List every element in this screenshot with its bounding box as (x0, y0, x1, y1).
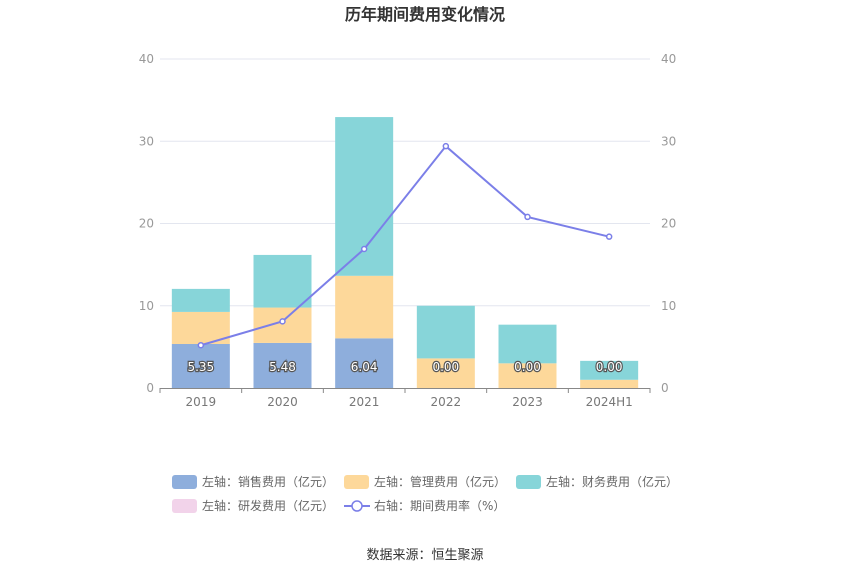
rate-line (200, 144, 610, 347)
x-tick-label: 2019 (186, 395, 217, 409)
bar-data-labels: 5.35 5.48 6.04 0.00 0.00 0.00 (186, 359, 623, 375)
bar-sales (171, 343, 230, 388)
bar-mgmt (335, 275, 394, 339)
legend-item-mgmt: 左轴：管理费用（亿元） (344, 474, 506, 489)
legend-swatch (516, 475, 541, 489)
legend-item-rate: 右轴：期间费用率（%） (344, 498, 505, 513)
bar-finance (416, 305, 475, 359)
left-axis-ticks: 0 10 20 30 40 (139, 52, 154, 395)
legend-swatch (172, 475, 197, 489)
bar-sales (335, 338, 394, 388)
legend-item-rd: 左轴：研发费用（亿元） (172, 498, 334, 513)
rate-point (524, 213, 531, 221)
bar-label: 5.35 (187, 360, 214, 374)
bar-label: 0.00 (432, 360, 459, 374)
left-tick-label: 40 (139, 52, 154, 66)
right-axis-ticks: 0 10 20 30 40 (661, 52, 676, 395)
x-tick-label: 2023 (512, 395, 543, 409)
legend-label: 左轴：财务费用（亿元） (546, 474, 678, 489)
bar-label: 0.00 (596, 360, 623, 374)
bar-finance (498, 324, 557, 364)
legend-swatch (344, 475, 369, 489)
legend-label: 左轴：销售费用（亿元） (202, 474, 334, 489)
bar-label: 5.48 (269, 360, 296, 374)
left-tick-label: 0 (146, 381, 154, 395)
legend-label: 右轴：期间费用率（%） (374, 498, 505, 513)
right-tick-label: 40 (661, 52, 676, 66)
rate-point (605, 233, 613, 240)
bar-finance (580, 360, 639, 380)
left-tick-label: 20 (139, 217, 154, 231)
legend-swatch-marker (351, 500, 363, 512)
bar-series (171, 117, 639, 388)
legend-item-sales: 左轴：销售费用（亿元） (172, 474, 334, 489)
grid-lines (160, 58, 650, 307)
bar-mgmt (498, 363, 557, 388)
bar-mgmt (580, 379, 639, 388)
left-tick-label: 30 (139, 134, 154, 148)
rate-point (279, 318, 286, 325)
x-tick-label: 2021 (349, 395, 380, 409)
legend-label: 左轴：研发费用（亿元） (202, 498, 334, 513)
legend-label: 左轴：管理费用（亿元） (374, 474, 506, 489)
rate-line-series (197, 142, 613, 349)
rate-point (197, 341, 205, 349)
bar-mgmt (253, 307, 312, 343)
x-axis: 2019 2020 2021 2022 2023 2024H1 (159, 388, 651, 409)
x-tick-label: 2024H1 (586, 395, 633, 409)
right-tick-label: 0 (661, 381, 669, 395)
bar-finance (253, 254, 312, 308)
bar-label: 0.00 (514, 360, 541, 374)
bar-mgmt (416, 358, 475, 388)
right-tick-label: 20 (661, 217, 676, 231)
rate-point (442, 142, 450, 150)
bar-finance (171, 288, 230, 312)
legend: 左轴：销售费用（亿元） 左轴：管理费用（亿元） 左轴：财务费用（亿元） 左轴：研发费用… (172, 474, 678, 513)
data-source: 数据来源：恒生聚源 (366, 548, 483, 563)
right-tick-label: 10 (661, 299, 676, 313)
left-tick-label: 10 (139, 299, 154, 313)
right-tick-label: 30 (661, 134, 676, 148)
legend-item-finance: 左轴：财务费用（亿元） (516, 474, 678, 489)
bar-sales (253, 342, 312, 388)
x-tick-label: 2022 (431, 395, 462, 409)
chart-title: 历年期间费用变化情况 (345, 5, 505, 24)
legend-swatch (172, 499, 197, 513)
rate-point (360, 245, 368, 253)
x-tick-label: 2020 (267, 395, 298, 409)
bar-label: 6.04 (351, 360, 378, 374)
